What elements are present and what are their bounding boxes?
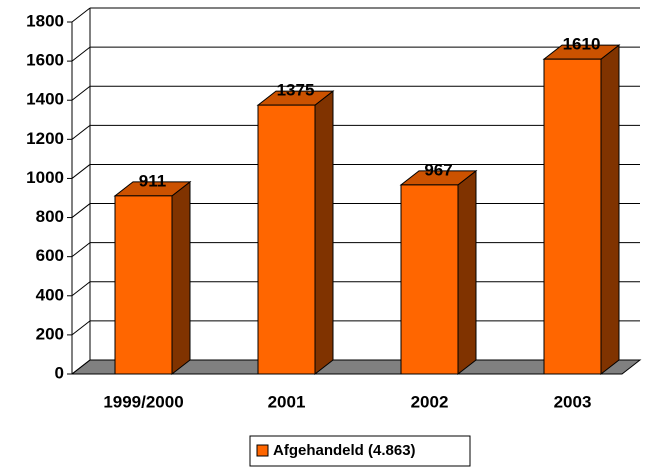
- data-label: 1610: [563, 35, 601, 54]
- data-label: 967: [424, 160, 452, 179]
- bar: [543, 58, 602, 375]
- legend-box: [249, 435, 471, 467]
- bar-side: [171, 180, 191, 376]
- grid-side: [71, 320, 91, 336]
- data-label: 911: [139, 171, 166, 190]
- y-tick-label: 1200: [26, 129, 64, 148]
- x-tick-label: 2002: [411, 392, 449, 411]
- grid-side: [71, 7, 91, 23]
- y-tick-label: 600: [36, 246, 64, 265]
- grid-side: [71, 281, 91, 297]
- bar: [257, 104, 316, 375]
- y-tick-label: 1600: [26, 51, 64, 70]
- grid-side: [71, 242, 91, 258]
- y-tick-label: 1000: [26, 168, 64, 187]
- grid-side: [71, 359, 91, 375]
- y-tick-label: 800: [36, 207, 64, 226]
- grid-side: [71, 203, 91, 218]
- y-tick-label: 1400: [26, 90, 64, 109]
- x-tick-label: 2003: [554, 392, 592, 411]
- grid-side: [71, 164, 91, 179]
- legend-swatch: [256, 444, 269, 457]
- bar-side: [600, 44, 620, 376]
- grid-side: [71, 46, 91, 62]
- y-tick-label: 0: [55, 363, 64, 382]
- bar: [400, 184, 459, 375]
- x-tick-label: 2001: [268, 392, 306, 411]
- y-tick-label: 1800: [26, 11, 64, 30]
- grid-side: [71, 85, 91, 101]
- data-label: 1375: [277, 81, 315, 100]
- y-tick-label: 200: [36, 324, 64, 343]
- y-tick-label: 400: [36, 285, 64, 304]
- x-tick-label: 1999/2000: [103, 392, 183, 411]
- bar-side: [457, 169, 477, 376]
- grid-side: [71, 124, 91, 140]
- bar-side: [314, 90, 334, 376]
- bar: [114, 195, 173, 375]
- legend-label: Afgehandeld (4.863): [273, 442, 416, 459]
